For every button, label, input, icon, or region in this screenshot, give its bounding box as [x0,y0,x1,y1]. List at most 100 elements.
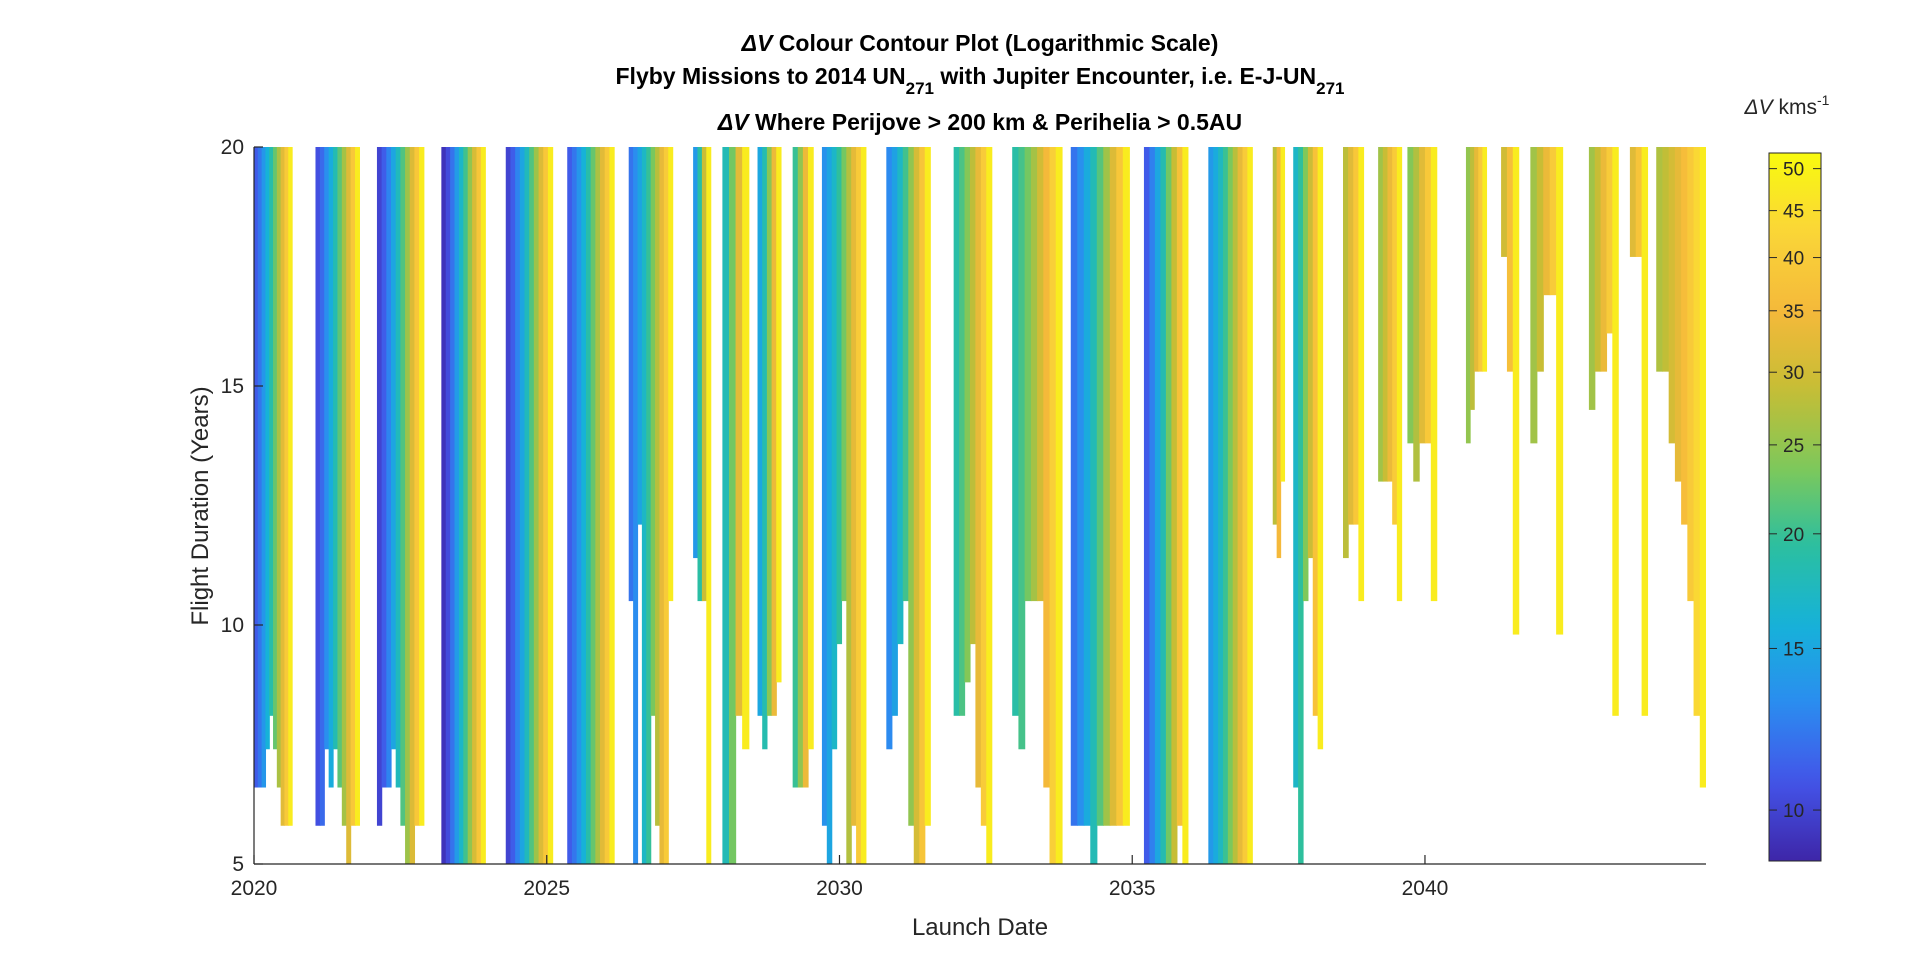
heatmap-cell [693,147,699,559]
heatmap-cell [897,147,904,645]
heatmap-cell [851,147,857,826]
heatmap-cell [505,147,512,864]
heatmap-cell [1242,147,1248,864]
heatmap-cell [395,147,401,788]
heatmap-cell [969,147,976,645]
heatmap-cell [1674,147,1682,482]
heatmap-cell [1154,147,1161,864]
heatmap-cell [576,147,582,864]
heatmap-cell [766,147,773,716]
heatmap-cell [697,147,703,602]
heatmap-cell [533,147,540,864]
colorbar-label: ΔV kms-1 [1744,92,1830,119]
heatmap-cell [571,147,578,864]
heatmap-cell [476,147,482,864]
x-ticks: 2020 2025 2030 2035 2040 [231,855,1448,900]
heatmap-cell [924,147,931,826]
launch-window [1208,147,1253,864]
heatmap-cell [1024,147,1032,602]
launch-window [376,147,425,864]
launch-window [505,147,554,864]
heatmap-cell [524,147,530,864]
heatmap-cell [341,147,347,826]
launch-window [1501,147,1520,635]
heatmap-cell [1549,147,1557,296]
heatmap-cell [515,147,521,864]
heatmap-cell [529,147,535,864]
launch-window [1143,147,1189,864]
heatmap-cell [633,147,639,864]
launch-window [1343,147,1365,602]
heatmap-cell [328,147,334,788]
heatmap-cell [1600,147,1608,372]
y-axis-label: Flight Duration (Years) [187,386,214,625]
y-tick-label: 15 [221,375,244,398]
launch-window [1465,147,1488,444]
launch-window [886,147,931,864]
heatmap-cell [400,147,406,826]
heatmap-cells [254,147,1706,864]
heatmap-cell [1465,147,1471,444]
launch-window [1629,147,1649,716]
heatmap-cell [1407,147,1414,444]
colorbar-tick-label: 15 [1783,639,1804,660]
colorbar-tick-label: 30 [1783,363,1804,384]
heatmap-cell [1043,147,1051,788]
heatmap-cell [581,147,587,864]
heatmap-cell [261,147,267,788]
heatmap-cell [333,147,339,750]
x-tick-label: 2020 [231,877,278,900]
heatmap-cell [1506,147,1514,372]
colorbar-tick-label: 35 [1783,302,1804,323]
heatmap-cell [1556,147,1564,635]
heatmap-cell [637,147,643,525]
heatmap-cell [1424,147,1432,444]
heatmap-cell [288,147,293,826]
colorbar-tick-label: 50 [1783,160,1804,181]
heatmap-cell [1343,147,1349,559]
heatmap-cell [604,147,610,864]
launch-window [821,147,867,864]
heatmap-cell [831,147,838,750]
x-tick-label: 2025 [523,877,570,900]
colorbar-tick-label: 45 [1783,202,1804,223]
heatmap-cell [762,147,768,750]
heatmap-cell [701,147,707,602]
heatmap-cell [1213,147,1219,864]
heatmap-cell [628,147,634,602]
heatmap-cell [1536,147,1544,372]
launch-window [254,147,293,826]
heatmap-cell [792,147,799,788]
launch-window [1272,147,1286,559]
heatmap-cell [1392,147,1398,525]
chart-title-line1: ΔV Colour Contour Plot (Logarithmic Scal… [741,30,1219,56]
heatmap-cell [1629,147,1637,257]
heatmap-cell [886,147,893,750]
heatmap-cell [1317,147,1324,750]
heatmap-cell [1208,147,1214,864]
heatmap-cell [1232,147,1239,864]
heatmap-cell [964,147,971,683]
heatmap-cell [1272,147,1278,525]
heatmap-cell [1030,147,1038,602]
x-tick-label: 2030 [816,877,863,900]
heatmap-cell [1247,147,1253,864]
launch-window [1378,147,1403,602]
heatmap-cell [1298,147,1304,864]
heatmap-cell [1530,147,1538,444]
heatmap-cell [1378,147,1384,482]
launch-window [441,147,486,864]
heatmap-cell [1387,147,1393,482]
heatmap-cell [609,147,615,864]
heatmap-cell [1635,147,1643,257]
launch-window [953,147,993,864]
heatmap-cell [908,147,915,826]
heatmap-cell [655,147,661,826]
heatmap-cell [454,147,460,864]
heatmap-cell [590,147,596,864]
heatmap-cell [1280,147,1286,482]
heatmap-cell [346,147,352,864]
x-tick-label: 2035 [1109,877,1156,900]
heatmap-cell [280,147,286,826]
